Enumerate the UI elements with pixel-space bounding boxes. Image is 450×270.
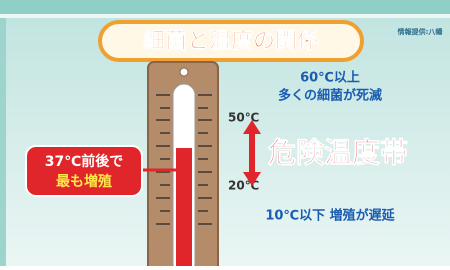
upper-label: 50℃: [228, 111, 259, 125]
infographic: 細菌と温度の関係 情報提供:八幡 50℃ 20℃ 危険温度帯 60℃以上 多くの…: [0, 0, 450, 266]
title: 細菌と温度の関係: [143, 28, 319, 54]
top-stripe: [0, 14, 450, 18]
left-edge: [0, 18, 6, 266]
credit: 情報提供:八幡: [398, 27, 444, 36]
callout-line2: 最も増殖: [56, 173, 112, 190]
high-zone-line1: 60℃以上: [300, 71, 360, 86]
high-zone-line2: 多くの細菌が死滅: [278, 88, 382, 104]
low-zone: 10℃以下 増殖が遅延: [265, 208, 395, 224]
danger-zone: 危険温度帯: [268, 136, 408, 169]
page: 細菌と温度の関係 情報提供:八幡 50℃ 20℃ 危険温度帯 60℃以上 多くの…: [0, 0, 450, 270]
thermometer-fluid: [176, 148, 192, 266]
hang-hole: [180, 68, 188, 76]
callout-line1: 37℃前後で: [45, 153, 123, 170]
top-band: [0, 0, 450, 14]
